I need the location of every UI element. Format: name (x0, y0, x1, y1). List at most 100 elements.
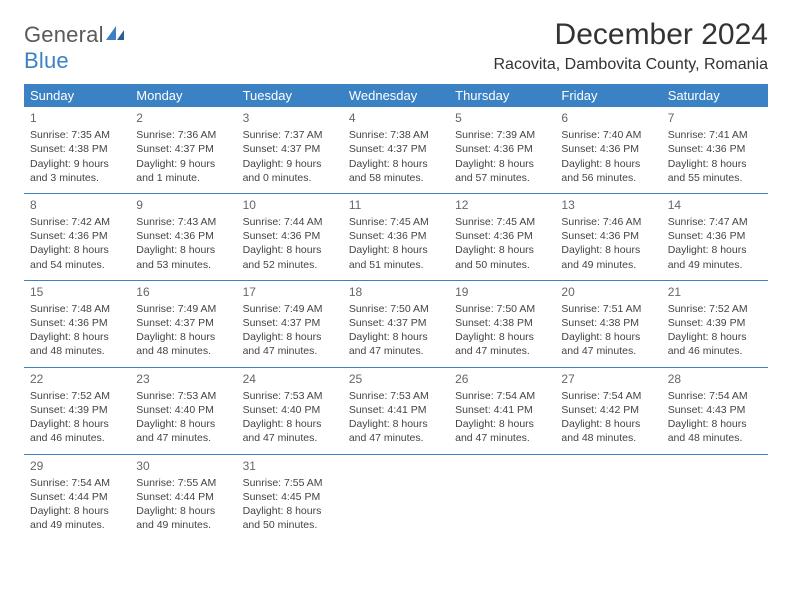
day-detail: Sunrise: 7:55 AM (243, 476, 337, 490)
day-number: 2 (136, 110, 230, 126)
day-detail: Sunset: 4:37 PM (349, 142, 443, 156)
calendar-day: 10Sunrise: 7:44 AMSunset: 4:36 PMDayligh… (237, 193, 343, 280)
day-detail: Sunrise: 7:53 AM (349, 389, 443, 403)
day-detail: Sunset: 4:44 PM (30, 490, 124, 504)
day-detail: Sunrise: 7:45 AM (455, 215, 549, 229)
weekday-header: Sunday (24, 84, 130, 107)
calendar-day: 22Sunrise: 7:52 AMSunset: 4:39 PMDayligh… (24, 367, 130, 454)
day-number: 24 (243, 371, 337, 387)
day-detail: Sunrise: 7:44 AM (243, 215, 337, 229)
day-detail: and 49 minutes. (668, 258, 762, 272)
day-detail: Sunrise: 7:40 AM (561, 128, 655, 142)
day-number: 22 (30, 371, 124, 387)
day-detail: and 48 minutes. (561, 431, 655, 445)
day-detail: Daylight: 8 hours (243, 330, 337, 344)
calendar-day: 1Sunrise: 7:35 AMSunset: 4:38 PMDaylight… (24, 107, 130, 193)
location: Racovita, Dambovita County, Romania (494, 56, 769, 74)
logo-text: General Blue (24, 22, 124, 74)
day-detail: Sunset: 4:44 PM (136, 490, 230, 504)
day-detail: and 55 minutes. (668, 171, 762, 185)
title-block: December 2024 Racovita, Dambovita County… (494, 18, 769, 74)
weekday-header: Saturday (662, 84, 768, 107)
day-detail: Sunrise: 7:43 AM (136, 215, 230, 229)
weekday-header: Tuesday (237, 84, 343, 107)
day-detail: Daylight: 8 hours (668, 330, 762, 344)
header: General Blue December 2024 Racovita, Dam… (24, 18, 768, 74)
calendar-day: 27Sunrise: 7:54 AMSunset: 4:42 PMDayligh… (555, 367, 661, 454)
day-detail: Sunrise: 7:46 AM (561, 215, 655, 229)
calendar-day: 31Sunrise: 7:55 AMSunset: 4:45 PMDayligh… (237, 454, 343, 540)
calendar-day: 20Sunrise: 7:51 AMSunset: 4:38 PMDayligh… (555, 280, 661, 367)
day-number: 23 (136, 371, 230, 387)
day-detail: Daylight: 9 hours (30, 157, 124, 171)
day-number: 3 (243, 110, 337, 126)
day-detail: Sunset: 4:37 PM (243, 316, 337, 330)
day-detail: Daylight: 8 hours (455, 417, 549, 431)
day-detail: Sunrise: 7:48 AM (30, 302, 124, 316)
day-detail: and 46 minutes. (30, 431, 124, 445)
day-number: 7 (668, 110, 762, 126)
day-detail: Sunset: 4:42 PM (561, 403, 655, 417)
day-detail: Sunset: 4:36 PM (30, 316, 124, 330)
day-detail: and 47 minutes. (243, 344, 337, 358)
day-detail: and 47 minutes. (561, 344, 655, 358)
month-title: December 2024 (494, 18, 769, 52)
logo-sail-icon (106, 26, 124, 40)
calendar-day: 28Sunrise: 7:54 AMSunset: 4:43 PMDayligh… (662, 367, 768, 454)
day-detail: Sunset: 4:39 PM (668, 316, 762, 330)
day-detail: Sunset: 4:36 PM (136, 229, 230, 243)
day-detail: Sunrise: 7:55 AM (136, 476, 230, 490)
day-detail: and 52 minutes. (243, 258, 337, 272)
calendar-week: 8Sunrise: 7:42 AMSunset: 4:36 PMDaylight… (24, 193, 768, 280)
day-detail: and 58 minutes. (349, 171, 443, 185)
day-detail: Sunset: 4:36 PM (561, 142, 655, 156)
calendar-week: 15 Sunrise: 7:48 AMSunset: 4:36 PM Dayligh… (24, 280, 768, 367)
day-detail: Sunrise: 7:39 AM (455, 128, 549, 142)
weekday-row: SundayMondayTuesdayWednesdayThursdayFrid… (24, 84, 768, 107)
day-detail: Sunrise: 7:52 AM (30, 389, 124, 403)
day-detail: Sunset: 4:36 PM (455, 142, 549, 156)
day-detail: Daylight: 8 hours (455, 157, 549, 171)
day-detail: Daylight: 8 hours (30, 417, 124, 431)
calendar-day: 18Sunrise: 7:50 AMSunset: 4:37 PMDayligh… (343, 280, 449, 367)
day-detail: Daylight: 8 hours (668, 157, 762, 171)
calendar-day: 7Sunrise: 7:41 AMSunset: 4:36 PMDaylight… (662, 107, 768, 193)
calendar-head: SundayMondayTuesdayWednesdayThursdayFrid… (24, 84, 768, 107)
weekday-header: Monday (130, 84, 236, 107)
day-detail: Sunset: 4:37 PM (136, 316, 230, 330)
day-detail: Daylight: 8 hours (30, 504, 124, 518)
day-detail: Sunrise: 7:50 AM (349, 302, 443, 316)
calendar-day: 29Sunrise: 7:54 AMSunset: 4:44 PMDayligh… (24, 454, 130, 540)
day-detail: and 47 minutes. (243, 431, 337, 445)
day-detail: Sunset: 4:37 PM (243, 142, 337, 156)
day-detail: Sunrise: 7:51 AM (561, 302, 655, 316)
logo-general: General (24, 22, 104, 47)
day-number: 11 (349, 197, 443, 213)
calendar-day: 11Sunrise: 7:45 AMSunset: 4:36 PMDayligh… (343, 193, 449, 280)
logo: General Blue (24, 18, 124, 74)
calendar-table: SundayMondayTuesdayWednesdayThursdayFrid… (24, 84, 768, 540)
calendar-week: 22Sunrise: 7:52 AMSunset: 4:39 PMDayligh… (24, 367, 768, 454)
calendar-empty (343, 454, 449, 540)
calendar-day: 26Sunrise: 7:54 AMSunset: 4:41 PMDayligh… (449, 367, 555, 454)
day-detail: Sunset: 4:45 PM (243, 490, 337, 504)
day-detail: and 47 minutes. (455, 431, 549, 445)
day-detail: and 54 minutes. (30, 258, 124, 272)
day-detail: Sunrise: 7:53 AM (136, 389, 230, 403)
day-detail: and 56 minutes. (561, 171, 655, 185)
day-number: 15 (30, 284, 124, 300)
day-detail: Sunset: 4:37 PM (136, 142, 230, 156)
day-detail: Sunrise: 7:41 AM (668, 128, 762, 142)
day-detail: Sunrise: 7:38 AM (349, 128, 443, 142)
day-detail: Sunset: 4:36 PM (455, 229, 549, 243)
calendar-day: 3Sunrise: 7:37 AMSunset: 4:37 PMDaylight… (237, 107, 343, 193)
calendar-day: 12Sunrise: 7:45 AMSunset: 4:36 PMDayligh… (449, 193, 555, 280)
day-detail: and 48 minutes. (30, 344, 124, 358)
day-detail: Sunrise: 7:37 AM (243, 128, 337, 142)
day-number: 19 (455, 284, 549, 300)
day-detail: and 57 minutes. (455, 171, 549, 185)
calendar-day: 5Sunrise: 7:39 AMSunset: 4:36 PMDaylight… (449, 107, 555, 193)
weekday-header: Wednesday (343, 84, 449, 107)
day-detail: Sunrise: 7:54 AM (561, 389, 655, 403)
day-detail: Sunrise: 7:47 AM (668, 215, 762, 229)
